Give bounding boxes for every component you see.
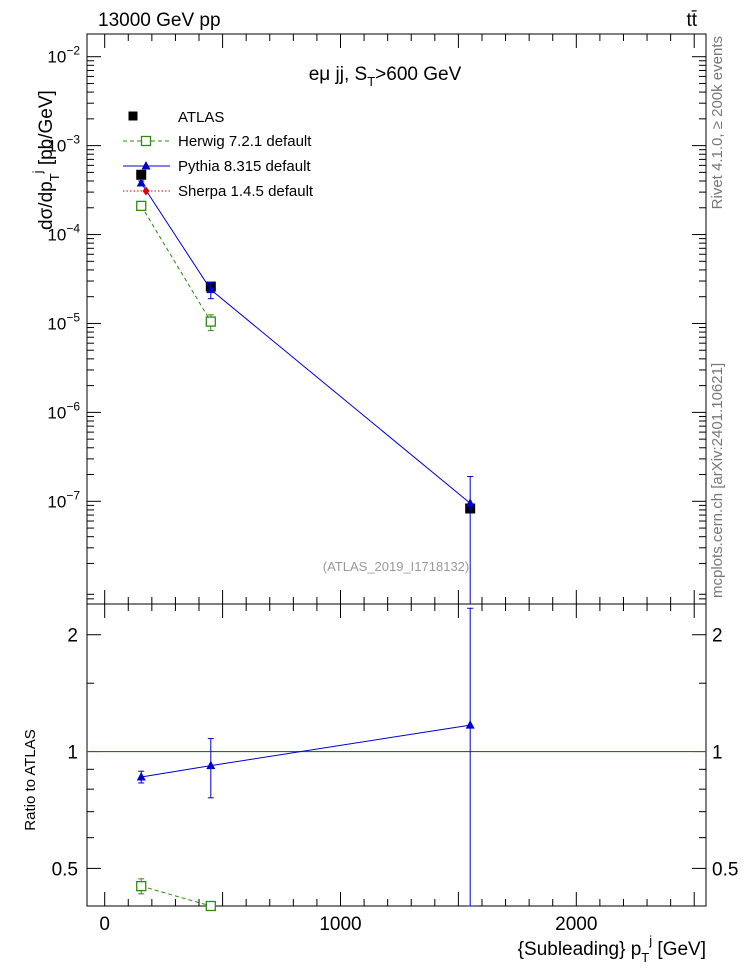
main-title-text: eμ jj, S <box>309 64 367 85</box>
main-y-label-rest: [pb/GeV] <box>36 90 57 170</box>
process-label: tt̄ <box>686 10 697 31</box>
mcplots-label: mcplots.cern.ch [arXiv:2401.10621] <box>709 363 726 598</box>
ratio-frame <box>86 603 707 907</box>
legend-marker-pythia <box>141 161 151 170</box>
legend-label-pythia: Pythia 8.315 default <box>178 158 311 175</box>
legend-label-sherpa: Sherpa 1.4.5 default <box>178 183 314 200</box>
legend: ATLAS Herwig 7.2.1 default Pythia 8.315 … <box>123 109 314 200</box>
main-y-tick-label: 10−2 <box>47 44 80 67</box>
ratio-y-tick-label: 1 <box>67 743 78 764</box>
ratio-series-pythia <box>136 607 475 907</box>
legend-marker-atlas <box>128 111 138 121</box>
main-point-pythia <box>206 284 216 294</box>
main-point-herwig <box>136 200 147 212</box>
analysis-label: (ATLAS_2019_I1718132) <box>323 559 469 574</box>
main-point-pythia <box>465 498 475 507</box>
legend-entry-atlas: ATLAS <box>128 109 224 126</box>
main-y-label-sup: j <box>30 170 45 174</box>
main-title: eμ jj, ST>600 GeV <box>309 64 462 89</box>
main-y-label: dσ/dpTj [pb/GeV] <box>30 90 62 230</box>
legend-label-herwig: Herwig 7.2.1 default <box>178 133 312 150</box>
main-title-rest: >600 GeV <box>375 64 461 85</box>
main-point-herwig <box>205 316 216 327</box>
main-panel: 10−710−610−510−410−310−2 eμ jj, ST>600 G… <box>30 33 707 605</box>
legend-entry-pythia: Pythia 8.315 default <box>123 158 311 175</box>
main-point-pythia <box>136 177 146 187</box>
x-axis-label-rest: [GeV] <box>652 939 706 960</box>
ratio-axes: 0.5 0.5 1 1 2 2 0 1000 2000 <box>52 604 738 935</box>
x-axis-label-text: {Subleading} p <box>518 939 642 960</box>
x-tick-label: 1000 <box>319 914 361 935</box>
ratio-series <box>136 607 475 912</box>
legend-entry-herwig: Herwig 7.2.1 default <box>123 133 312 150</box>
x-axis-label-sub: T <box>641 950 649 965</box>
ratio-y-tick-label-right: 1 <box>712 743 723 764</box>
x-axis-label: {Subleading} pTj [GeV] <box>518 933 706 965</box>
main-y-tick-label: 10−6 <box>47 399 80 422</box>
ratio-point-herwig <box>205 900 216 912</box>
main-line-pythia <box>140 182 471 504</box>
x-tick-label: 0 <box>99 914 110 935</box>
main-series-herwig <box>136 200 216 332</box>
main-y-tick-label: 10−4 <box>47 222 80 245</box>
main-title-sub: T <box>367 74 375 89</box>
main-series-atlas <box>136 169 476 514</box>
legend-entry-sherpa: Sherpa 1.4.5 default <box>123 183 314 200</box>
ratio-series-herwig <box>136 878 216 912</box>
ratio-y-tick-label: 0.5 <box>52 859 78 880</box>
main-y-tick-label: 10−3 <box>47 133 80 156</box>
main-series <box>136 169 476 605</box>
main-y-tick-label: 10−5 <box>47 310 80 333</box>
ratio-line-herwig <box>141 885 211 907</box>
legend-label-atlas: ATLAS <box>178 109 224 126</box>
main-axes: 10−7 10−6 10−5 10−4 10−3 10−2 <box>47 34 706 605</box>
main-y-tick-label: 10−7 <box>47 488 80 511</box>
legend-marker-herwig <box>140 135 152 147</box>
ratio-point-pythia <box>206 760 216 770</box>
ratio-y-tick-label-right: 2 <box>712 626 723 647</box>
ratio-panel: 0.5 0.5 1 1 2 2 0 1000 2000 Ratio to ATLAS {Subl… <box>22 603 738 965</box>
x-axis-label-sup: j <box>648 933 652 948</box>
main-y-label-text: dσ/dp <box>36 181 57 230</box>
main-point-atlas <box>136 169 147 180</box>
ratio-point-pythia <box>465 720 475 729</box>
ratio-y-label: Ratio to ATLAS <box>22 729 39 830</box>
ratio-point-pythia <box>136 771 146 781</box>
rivet-label: Rivet 4.1.0, ≥ 200k events <box>709 36 726 209</box>
main-series-pythia <box>136 177 475 605</box>
ratio-y-tick-label-right: 0.5 <box>712 859 738 880</box>
main-y-label-sub: T <box>47 173 62 181</box>
legend-marker-sherpa <box>142 186 150 196</box>
main-line-herwig <box>140 205 212 322</box>
x-tick-label: 2000 <box>555 914 597 935</box>
energy-label: 13000 GeV pp <box>98 10 221 31</box>
ratio-point-herwig <box>136 880 147 892</box>
ratio-y-tick-label: 2 <box>67 626 78 647</box>
